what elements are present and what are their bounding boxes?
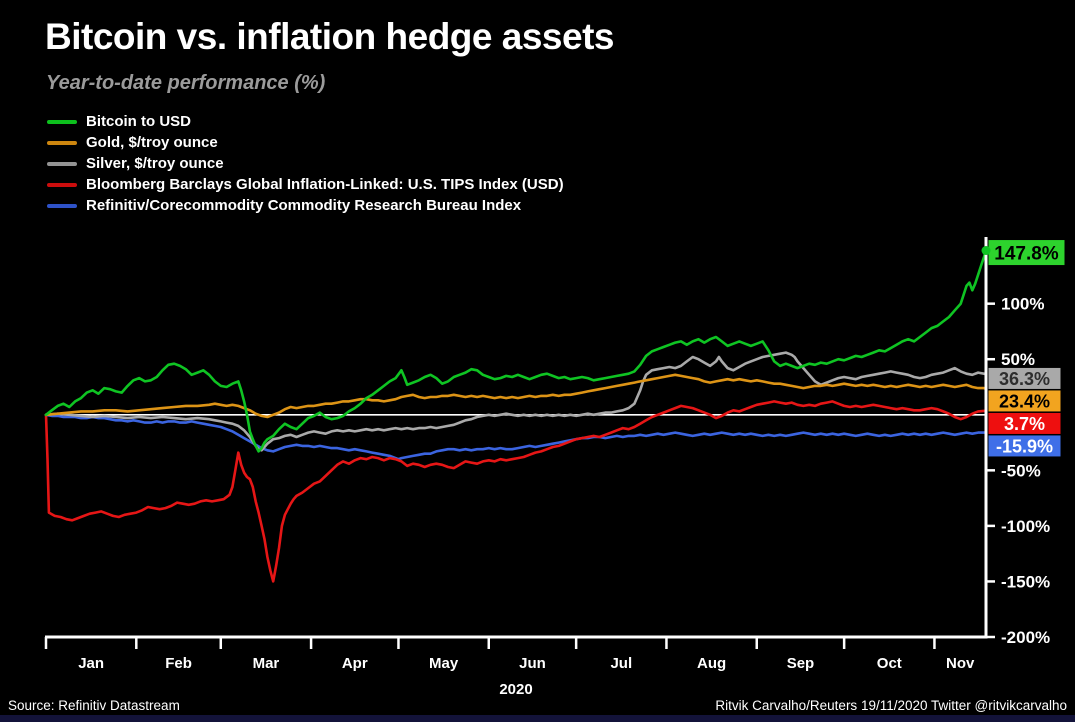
end-label-box-bloomberg-barclays-global-inflation-link — [988, 412, 1061, 434]
y-tick-label: -100% — [1001, 517, 1050, 536]
end-label-box-refinitiv-corecommodity-commodity-resear — [988, 435, 1061, 457]
end-label-box-bitcoin-to-usd — [988, 240, 1065, 266]
legend-label: Bloomberg Barclays Global Inflation-Link… — [86, 176, 564, 193]
end-label-silver-troy-ounce: 36.3% — [999, 369, 1050, 389]
line-bloomberg-barclays-global-inflation-link — [44, 400, 988, 583]
legend-item-gold-troy-ounce: Gold, $/troy ounce — [47, 132, 564, 153]
legend-item-bitcoin-to-usd: Bitcoin to USD — [47, 111, 564, 132]
legend-swatch — [47, 161, 77, 166]
legend-label: Silver, $/troy ounce — [86, 155, 224, 172]
month-label-jan: Jan — [78, 655, 104, 672]
legend-label: Gold, $/troy ounce — [86, 134, 218, 151]
end-label-bloomberg-barclays-global-inflation-link: 3.7% — [1004, 414, 1045, 434]
month-label-jun: Jun — [519, 655, 546, 672]
line-bitcoin-to-usd — [44, 249, 988, 453]
end-label-bitcoin-to-usd: 147.8% — [994, 243, 1059, 264]
credit-text: Ritvik Carvalho/Reuters 19/11/2020 Twitt… — [715, 698, 1067, 713]
source-text: Source: Refinitiv Datastream — [8, 698, 180, 713]
y-tick-label: -150% — [1001, 572, 1050, 591]
month-label-sep: Sep — [787, 655, 815, 672]
legend-swatch — [47, 140, 77, 145]
end-label-box-gold-troy-ounce — [988, 390, 1061, 412]
end-label-gold-troy-ounce: 23.4% — [999, 391, 1050, 411]
month-label-feb: Feb — [165, 655, 192, 672]
legend-item-bloomberg-barclays-global-inflation-link: Bloomberg Barclays Global Inflation-Link… — [47, 174, 564, 195]
legend-swatch — [47, 203, 77, 208]
y-tick-label: 100% — [1001, 295, 1044, 314]
legend-label: Refinitiv/Corecommodity Commodity Resear… — [86, 197, 522, 214]
line-refinitiv-corecommodity-commodity-resear — [44, 413, 988, 461]
page-title: Bitcoin vs. inflation hedge assets — [45, 16, 614, 57]
month-label-aug: Aug — [697, 655, 726, 672]
y-tick-label: -50% — [1001, 461, 1041, 480]
endpoint-dot-bitcoin-to-usd — [981, 246, 991, 256]
month-label-jul: Jul — [610, 655, 632, 672]
y-tick-label: -200% — [1001, 628, 1050, 647]
year-label: 2020 — [499, 681, 532, 698]
legend-swatch — [47, 182, 77, 187]
end-label-box-silver-troy-ounce — [988, 367, 1061, 389]
y-tick-label: 50% — [1001, 350, 1035, 369]
month-label-nov: Nov — [946, 655, 975, 672]
bottom-accent-bar — [0, 715, 1075, 722]
month-label-oct: Oct — [877, 655, 902, 672]
month-label-may: May — [429, 655, 459, 672]
legend-item-silver-troy-ounce: Silver, $/troy ounce — [47, 153, 564, 174]
month-label-apr: Apr — [342, 655, 368, 672]
legend: Bitcoin to USD Gold, $/troy ounce Silver, … — [47, 111, 564, 216]
line-gold-troy-ounce — [44, 373, 988, 419]
legend-swatch — [47, 119, 77, 124]
line-silver-troy-ounce — [44, 351, 988, 452]
legend-item-refinitiv-corecommodity-commodity-resear: Refinitiv/Corecommodity Commodity Resear… — [47, 195, 564, 216]
page-subtitle: Year-to-date performance (%) — [46, 72, 326, 94]
month-label-mar: Mar — [253, 655, 280, 672]
end-label-refinitiv-corecommodity-commodity-resear: -15.9% — [996, 436, 1053, 456]
legend-label: Bitcoin to USD — [86, 113, 191, 130]
